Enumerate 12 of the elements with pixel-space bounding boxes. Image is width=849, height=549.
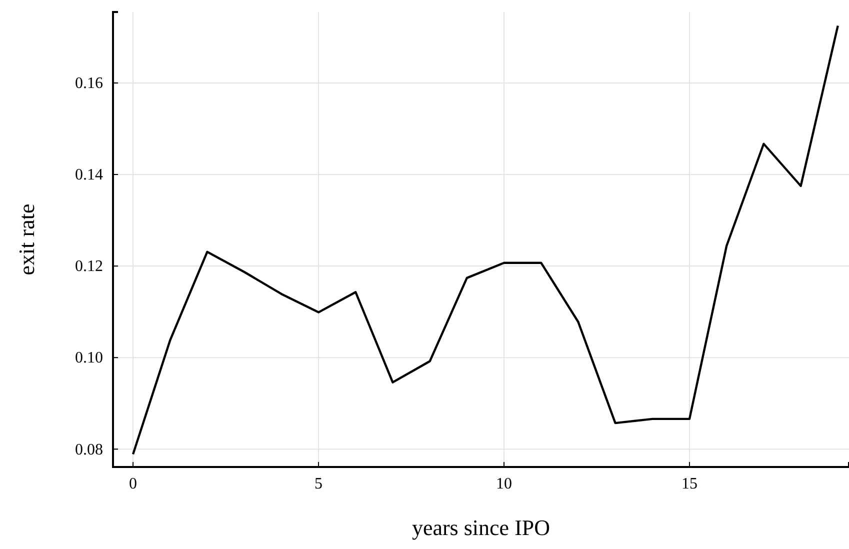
y-tick-label: 0.16 xyxy=(75,75,103,92)
x-axis-title: years since IPO xyxy=(412,515,550,540)
x-tick-label: 5 xyxy=(314,475,323,492)
y-tick-label: 0.12 xyxy=(75,258,103,276)
line-series xyxy=(132,24,839,456)
y-axis-title: exit rate xyxy=(14,204,39,276)
y-tick-label: 0.14 xyxy=(75,166,103,184)
x-tick-label: 10 xyxy=(496,475,512,492)
y-tick-label: 0.08 xyxy=(75,441,103,458)
x-tick-label: 15 xyxy=(681,475,698,492)
x-tick-label: 0 xyxy=(129,475,138,492)
y-tick-label: 0.10 xyxy=(75,350,103,367)
